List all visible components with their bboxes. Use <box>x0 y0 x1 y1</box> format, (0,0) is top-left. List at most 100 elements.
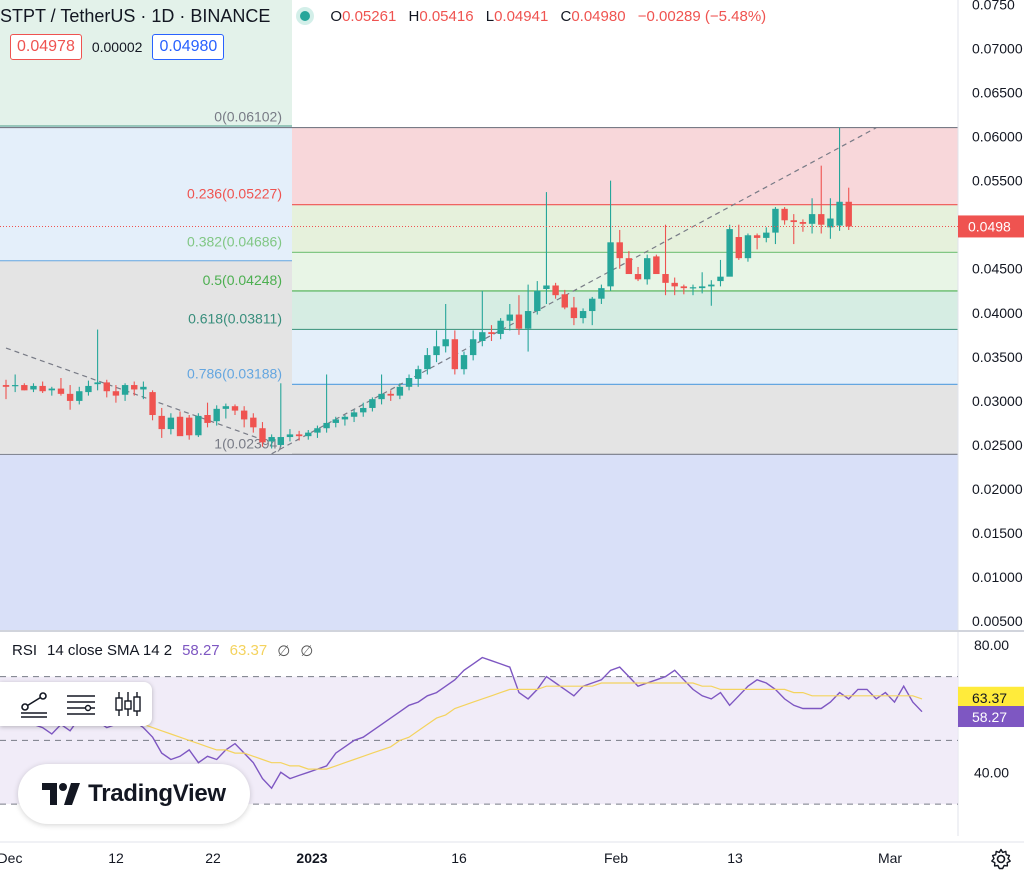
spread-value: 0.00002 <box>91 39 143 55</box>
rsi-value: 58.27 <box>182 642 220 659</box>
rsi-tick-label: 40.00 <box>974 764 1009 780</box>
candle-body <box>497 320 504 334</box>
candle-body <box>103 382 110 392</box>
candle-body <box>680 286 688 289</box>
candle-body <box>222 406 230 409</box>
candle-body <box>405 378 413 387</box>
price-tick-label: 0.07000 <box>972 40 1023 56</box>
logo-text: TradingView <box>88 780 226 807</box>
candle-body <box>286 434 294 438</box>
fib-level-label: 0.786(0.03188) <box>187 365 282 381</box>
candle-body <box>369 399 376 408</box>
candle-body <box>66 393 74 401</box>
price-tick-label: 0.04500 <box>972 261 1023 277</box>
tradingview-logo[interactable]: TradingView <box>18 764 250 824</box>
candles-tool-icon[interactable] <box>111 689 145 719</box>
old-fib-zone-low <box>0 260 292 453</box>
time-tick-label: 12 <box>108 850 124 866</box>
candle-body <box>360 407 367 413</box>
time-tick-label: 13 <box>727 850 743 866</box>
last-price-label: 0.0498 <box>968 218 1011 234</box>
rsi-sma-badge <box>958 686 1024 708</box>
open-value: 0.05261 <box>342 7 397 25</box>
candle-body <box>85 385 92 393</box>
candle-body <box>479 332 486 341</box>
rsi-name: RSI <box>12 642 38 659</box>
candle-body <box>534 290 541 312</box>
candle-body <box>735 237 742 259</box>
candle-body <box>295 434 303 437</box>
candle-body <box>57 388 65 394</box>
candle-body <box>726 229 733 277</box>
candle-body <box>818 214 825 225</box>
low-label: L <box>485 7 495 25</box>
time-tick-label: Mar <box>878 850 902 866</box>
candle-body <box>506 314 513 321</box>
rsi-legend[interactable]: RSI 14 close SMA 14 2 58.27 63.37 ∅ ∅ <box>12 642 313 660</box>
candle-body <box>543 285 550 290</box>
candle-body <box>836 201 843 226</box>
rsi-tick-label: 80.00 <box>974 637 1009 653</box>
price-tick-label: 0.01500 <box>972 525 1023 541</box>
candle-body <box>442 339 449 347</box>
time-tick-label: 16 <box>451 850 467 866</box>
fib-level-label: 0.5(0.04248) <box>203 272 282 288</box>
buy-price-button[interactable]: 0.04980 <box>152 34 225 60</box>
drawing-toolbar <box>0 682 152 726</box>
candle-body <box>176 416 184 437</box>
rsi-sma-value: 63.37 <box>229 642 268 659</box>
candle-body <box>387 393 394 396</box>
candle-body <box>167 417 175 430</box>
gear-icon[interactable] <box>990 848 1012 870</box>
candle-body <box>616 242 623 259</box>
candle-body <box>378 393 385 400</box>
fib-zone <box>292 384 958 455</box>
candle-body <box>305 432 312 437</box>
rsi-sma-badge-label: 63.37 <box>972 690 1007 706</box>
candle-body <box>744 235 752 259</box>
candle-body <box>607 242 614 287</box>
price-tick-label: 0.00500 <box>972 613 1023 629</box>
symbol-title[interactable]: STPT / TetherUS · 1D · BINANCE <box>0 5 271 26</box>
candle-body <box>186 417 193 436</box>
candle-body <box>717 276 724 282</box>
candle-body <box>808 214 816 224</box>
trend-line-tool-icon[interactable] <box>17 689 51 719</box>
rsi-value-badge-label: 58.27 <box>972 709 1007 725</box>
sell-price-button[interactable]: 0.04978 <box>10 34 82 60</box>
high-value: 0.05416 <box>419 7 474 25</box>
candle-body <box>424 355 431 370</box>
candle-body <box>689 287 697 289</box>
candle-body <box>625 258 633 275</box>
old-fib-zone-mid <box>0 126 292 261</box>
candle-body <box>753 235 761 238</box>
candle-body <box>598 288 605 299</box>
horizontal-lines-tool-icon[interactable] <box>64 689 98 719</box>
candle-body <box>11 385 19 387</box>
candle-body <box>662 274 669 283</box>
candle-body <box>240 410 248 420</box>
high-label: H <box>408 7 420 25</box>
price-tick-label: 0.02000 <box>972 481 1023 497</box>
candle-body <box>314 428 321 433</box>
price-tick-label: 0.03000 <box>972 393 1023 409</box>
candle-body <box>131 385 138 390</box>
fib-level-label: 0.382(0.04686) <box>187 233 282 249</box>
candle-body <box>213 408 220 422</box>
chart-header: STPT / TetherUS · 1D · BINANCE O0.05261 … <box>0 2 774 30</box>
candle-body <box>195 415 202 436</box>
price-tick-label: 0.06500 <box>972 85 1023 101</box>
candle-body <box>415 369 422 379</box>
candle-body <box>433 346 440 356</box>
candle-body <box>350 412 358 417</box>
fib-zone-below <box>0 454 958 630</box>
candle-body <box>488 332 495 334</box>
low-value: 0.04941 <box>494 7 549 25</box>
candle-body <box>698 286 706 289</box>
candle-body <box>799 222 807 224</box>
candle-body <box>341 416 349 420</box>
candle-body <box>323 422 330 429</box>
candle-body <box>94 382 101 385</box>
